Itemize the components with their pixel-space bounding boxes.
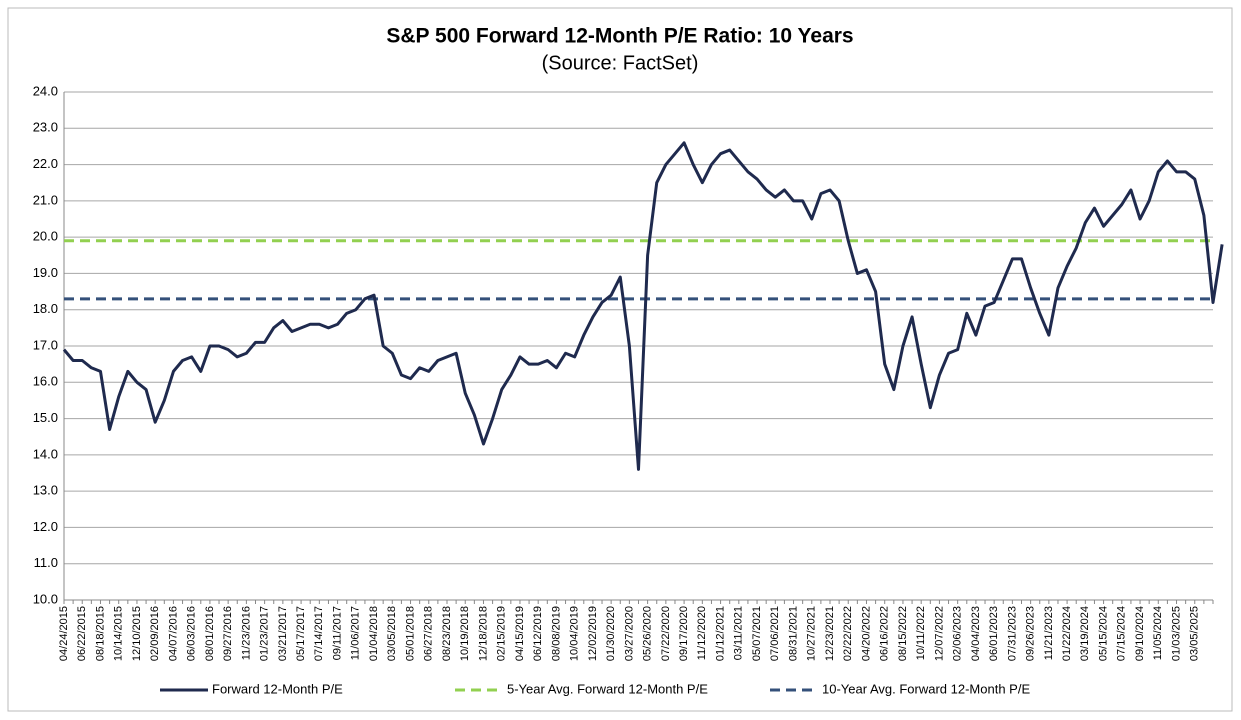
x-tick-label: 01/04/2018 (368, 606, 380, 661)
x-tick-label: 01/23/2017 (259, 606, 271, 661)
x-tick-label: 09/11/2017 (331, 606, 343, 660)
y-tick-label: 24.0 (33, 83, 58, 98)
chart-subtitle: (Source: FactSet) (542, 52, 699, 74)
x-tick-label: 11/12/2020 (696, 606, 708, 660)
x-tick-label: 03/27/2020 (623, 606, 635, 661)
x-tick-label: 12/23/2021 (824, 606, 836, 661)
x-tick-label: 11/23/2016 (240, 606, 252, 660)
x-tick-label: 02/09/2016 (149, 606, 161, 661)
x-tick-label: 04/04/2023 (970, 606, 982, 661)
y-tick-label: 11.0 (34, 555, 58, 570)
x-tick-label: 05/26/2020 (642, 606, 654, 661)
legend-label: 10-Year Avg. Forward 12-Month P/E (822, 681, 1030, 696)
x-tick-label: 10/04/2019 (569, 606, 581, 661)
x-tick-label: 02/22/2022 (842, 606, 854, 661)
y-tick-label: 12.0 (33, 519, 58, 534)
x-tick-label: 12/10/2015 (131, 606, 143, 661)
y-tick-label: 15.0 (33, 410, 58, 425)
x-tick-label: 04/07/2016 (167, 606, 179, 661)
x-tick-label: 05/07/2021 (751, 606, 763, 661)
x-tick-label: 10/19/2018 (459, 606, 471, 661)
data-line (62, 141, 1224, 471)
x-tick-label: 04/24/2015 (58, 606, 70, 661)
x-tick-label: 12/18/2018 (477, 606, 489, 661)
x-tick-label: 03/19/2024 (1079, 606, 1091, 661)
x-tick-label: 03/05/2018 (386, 606, 398, 661)
chart-frame (7, 7, 1233, 712)
x-tick-label: 12/07/2022 (933, 606, 945, 661)
x-tick-label: 08/15/2022 (897, 606, 909, 661)
x-tick-label: 07/22/2020 (660, 606, 672, 661)
x-tick-label: 05/17/2017 (295, 606, 307, 661)
x-tick-label: 08/08/2019 (550, 606, 562, 661)
x-tick-label: 03/21/2017 (277, 606, 289, 661)
y-tick-label: 22.0 (33, 156, 58, 171)
x-tick-label: 03/05/2025 (1189, 606, 1201, 661)
x-tick-label: 06/22/2015 (76, 606, 88, 661)
x-tick-label: 06/12/2019 (532, 606, 544, 661)
x-tick-label: 06/01/2023 (988, 606, 1000, 661)
x-tick-label: 06/16/2022 (879, 606, 891, 661)
x-tick-label: 02/15/2019 (496, 606, 508, 661)
x-tick-label: 01/12/2021 (714, 606, 726, 661)
x-tick-label: 11/06/2017 (350, 606, 362, 660)
x-tick-label: 08/01/2016 (204, 606, 216, 661)
x-tick-label: 04/15/2019 (514, 606, 526, 661)
x-tick-label: 05/01/2018 (404, 606, 416, 661)
legend-label: Forward 12-Month P/E (212, 681, 343, 696)
x-tick-label: 09/26/2023 (1025, 606, 1037, 661)
x-tick-label: 10/27/2021 (806, 606, 818, 661)
y-tick-label: 20.0 (33, 229, 58, 244)
x-tick-label: 02/06/2023 (952, 606, 964, 661)
x-tick-label: 07/06/2021 (769, 606, 781, 661)
x-tick-label: 06/03/2016 (186, 606, 198, 661)
x-tick-label: 06/27/2018 (423, 606, 435, 661)
x-tick-label: 09/17/2020 (678, 606, 690, 661)
x-tick-label: 07/31/2023 (1006, 606, 1018, 661)
x-tick-label: 08/31/2021 (787, 606, 799, 661)
y-tick-label: 16.0 (33, 374, 58, 389)
x-tick-label: 07/15/2024 (1116, 606, 1128, 661)
x-tick-label: 09/10/2024 (1134, 606, 1146, 661)
x-tick-label: 10/14/2015 (113, 606, 125, 661)
x-tick-label: 12/02/2019 (587, 606, 599, 661)
y-tick-label: 14.0 (33, 446, 58, 461)
y-tick-label: 21.0 (33, 192, 58, 207)
x-tick-label: 05/15/2024 (1097, 606, 1109, 661)
y-tick-label: 10.0 (33, 591, 58, 606)
x-tick-label: 08/18/2015 (94, 606, 106, 661)
y-tick-label: 23.0 (33, 120, 58, 135)
y-tick-label: 13.0 (33, 483, 58, 498)
x-tick-label: 01/30/2020 (605, 606, 617, 661)
y-tick-label: 19.0 (33, 265, 58, 280)
x-tick-label: 11/05/2024 (1152, 606, 1164, 660)
chart-title: S&P 500 Forward 12-Month P/E Ratio: 10 Y… (386, 25, 853, 48)
x-tick-label: 04/20/2022 (860, 606, 872, 661)
x-tick-label: 01/03/2025 (1170, 606, 1182, 661)
x-tick-label: 07/14/2017 (313, 606, 325, 661)
x-tick-label: 08/23/2018 (441, 606, 453, 661)
x-tick-label: 11/21/2023 (1043, 606, 1055, 660)
y-tick-label: 18.0 (33, 301, 58, 316)
x-tick-label: 03/11/2021 (733, 606, 745, 660)
x-tick-label: 01/22/2024 (1061, 606, 1073, 661)
x-tick-label: 09/27/2016 (222, 606, 234, 661)
x-tick-label: 10/11/2022 (915, 606, 927, 660)
legend-label: 5-Year Avg. Forward 12-Month P/E (507, 681, 708, 696)
y-tick-label: 17.0 (33, 337, 58, 352)
